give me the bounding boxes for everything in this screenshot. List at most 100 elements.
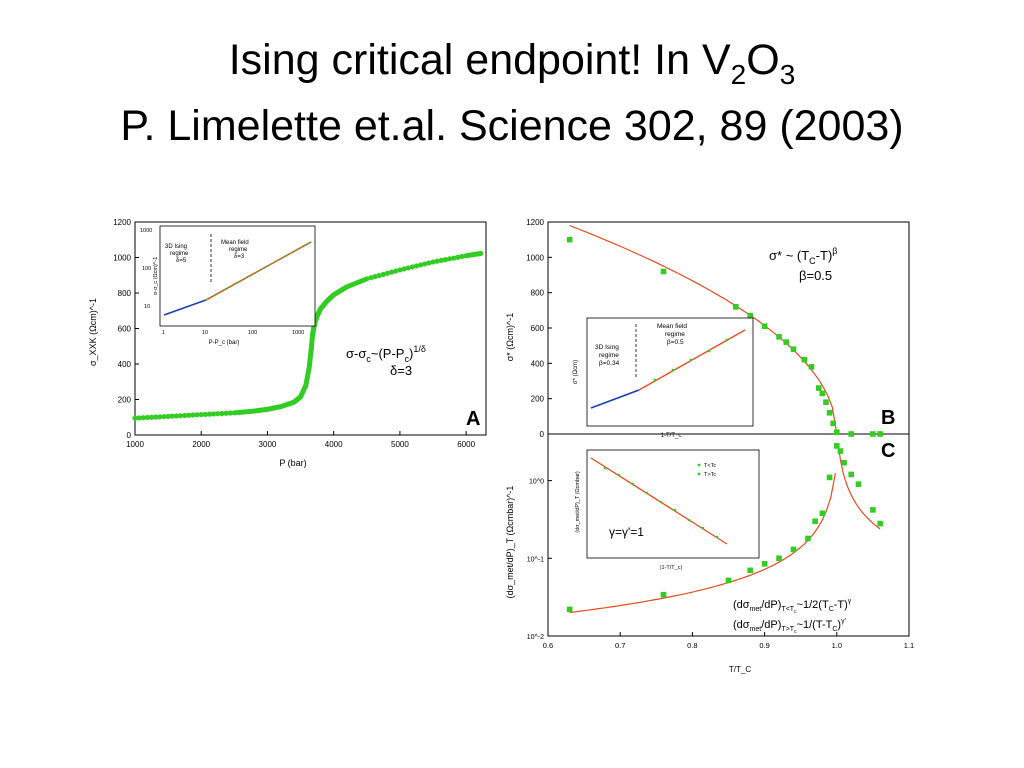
panel-a-data-point [219, 410, 225, 417]
panel-b-data-point [877, 431, 883, 437]
inset-a-blue-line [163, 299, 207, 316]
panel-c-data-point [855, 481, 862, 487]
panel-c-data-point [660, 591, 667, 598]
svg-text:10: 10 [202, 330, 208, 336]
panel-a-y-tick-label: 1200 [113, 218, 131, 227]
svg-text:Mean field: Mean field [657, 323, 687, 330]
svg-text:δ=5: δ=5 [176, 258, 187, 264]
panel-a-y-tick-label: 200 [118, 396, 132, 405]
panel-c-annotation-2: (dσmet/dP)T>Tc~1/(T-TC)γ' [733, 618, 846, 635]
panel-a-data-point [169, 413, 175, 419]
panel-c-letter: C [881, 440, 895, 462]
panel-a-data-point [227, 410, 233, 416]
panel-a-data-point [459, 253, 465, 260]
panel-a-data-point [194, 412, 200, 418]
panel-c-x-tick-label: 0.8 [687, 641, 697, 650]
panel-a-data-point [165, 413, 171, 419]
panel-c-data-point [877, 520, 883, 527]
panel-a-data-point [364, 276, 370, 282]
panel-c-frame [547, 433, 910, 637]
panel-c-data-point [761, 560, 768, 567]
svg-text:regime: regime [229, 247, 248, 253]
panel-a-y-tick-label: 400 [118, 360, 132, 369]
svg-text:β=0.34: β=0.34 [599, 360, 620, 367]
panel-a-data-point [161, 413, 167, 420]
panel-a-data-point [372, 273, 378, 280]
panel-c-data-points [566, 443, 883, 613]
svg-text:1-T/T_c: 1-T/T_c [661, 433, 682, 439]
panel-a-data-point [182, 412, 188, 419]
panel-a-data-point [401, 266, 407, 272]
panel-a-y-tick-label: 800 [118, 289, 132, 298]
panel-c-data-point [812, 518, 818, 525]
panel-b-y-tick-label: 1000 [526, 253, 544, 262]
panel-a-data-point [426, 260, 432, 266]
panel-a-x-tick-label: 4000 [325, 440, 343, 449]
panel-c-fit-curve [569, 443, 881, 614]
panel-c-annotation-1: (dσmet/dP)T<Tc~1/2(TC-T)γ [733, 598, 852, 615]
panel-c-data-point [848, 471, 855, 478]
panel-a-data-point [418, 262, 424, 268]
panel-c-data-point [841, 459, 847, 466]
svg-text:regime: regime [665, 331, 685, 338]
panel-b-data-point [660, 268, 667, 275]
panel-a-data-point [368, 275, 374, 281]
svg-text:σ-σ_c (Ωcm)^-1: σ-σ_c (Ωcm)^-1 [153, 257, 159, 296]
panel-a-data-point [198, 411, 204, 418]
panel-a-data-point [389, 269, 395, 275]
panel-c-y-tick-label: 10^0 [529, 479, 544, 486]
panel-a-data-point [190, 412, 196, 418]
panel-b-data-point [747, 312, 753, 319]
panel-a-delta: δ=3 [390, 363, 412, 378]
panel-c-x-tick-label: 0.9 [759, 641, 769, 650]
panel-a-data-point [132, 415, 138, 421]
panel-c-ylabel: (dσ_met/dP)_T (Ωcmbar)^-1 [505, 486, 515, 599]
panel-b-ylabel: σ* (Ωcm)^-1 [505, 313, 515, 362]
panel-a-data-point [451, 255, 457, 261]
panel-b-y-tick-label: 200 [531, 395, 545, 404]
panel-b-ticks: 0 200 400 600 800 1000 1200 [526, 218, 552, 439]
svg-text:T>Tc: T>Tc [704, 472, 716, 478]
panel-b-data-point [566, 236, 573, 243]
panel-c-data-point [776, 555, 782, 562]
panel-c-data-point [566, 606, 573, 613]
panel-a-data-point [211, 411, 217, 417]
panel-a-x-tick-label: 6000 [457, 440, 475, 449]
svg-text:γ=γ'=1: γ=γ'=1 [609, 525, 644, 539]
panel-a-y-tick-label: 0 [127, 431, 132, 440]
panel-c-data-point [870, 507, 876, 513]
panel-b-data-point [815, 385, 822, 391]
panel-b-letter: B [881, 407, 895, 429]
panel-a-data-point [393, 268, 399, 274]
panel-a-data-point [422, 261, 428, 267]
panel-a-data-point [136, 415, 142, 421]
panel-b-y-tick-label: 0 [540, 430, 545, 439]
panel-a-data-point [140, 415, 146, 421]
panel-c-data-point [805, 535, 811, 542]
panel-a-x-tick-label: 3000 [259, 440, 277, 449]
panel-b-data-point [790, 346, 797, 352]
panel-c-y-tick-label: 10^-2 [527, 634, 544, 641]
panel-a-xlabel: P (bar) [279, 458, 306, 468]
inset-a-orange-line [205, 241, 312, 301]
panel-c-xlabel: T/T_C [729, 665, 751, 674]
slide-title-line-2: P. Limelette et.al. Science 302, 89 (200… [120, 102, 904, 150]
panel-c-ticks: 0.6 0.7 0.8 0.9 1.0 1.1 10^-2 10^-1 10^0 [527, 479, 915, 650]
svg-text:regime: regime [599, 352, 619, 359]
panel-a-data-point [455, 254, 461, 260]
panel-a-data-point [405, 265, 411, 271]
panel-b-data-point [808, 364, 815, 370]
panel-a-data-point [397, 267, 403, 273]
panel-b-data-point [783, 339, 790, 345]
panel-c-x-tick-label: 1.0 [832, 641, 842, 650]
panel-b-inset: 3D Ising regime β=0.34 Mean field regime… [573, 317, 754, 439]
panel-c-data-point [819, 510, 826, 517]
panel-b-beta: β=0.5 [799, 268, 832, 283]
svg-text:3D Ising: 3D Ising [165, 244, 187, 250]
panel-a-data-point [153, 414, 159, 420]
panel-a-data-point [438, 257, 444, 263]
panel-a-data-point [148, 414, 155, 420]
panel-b-data-point [830, 420, 836, 427]
panel-a-data-point [177, 413, 184, 419]
svg-text:P-P_c (bar): P-P_c (bar) [209, 340, 240, 346]
